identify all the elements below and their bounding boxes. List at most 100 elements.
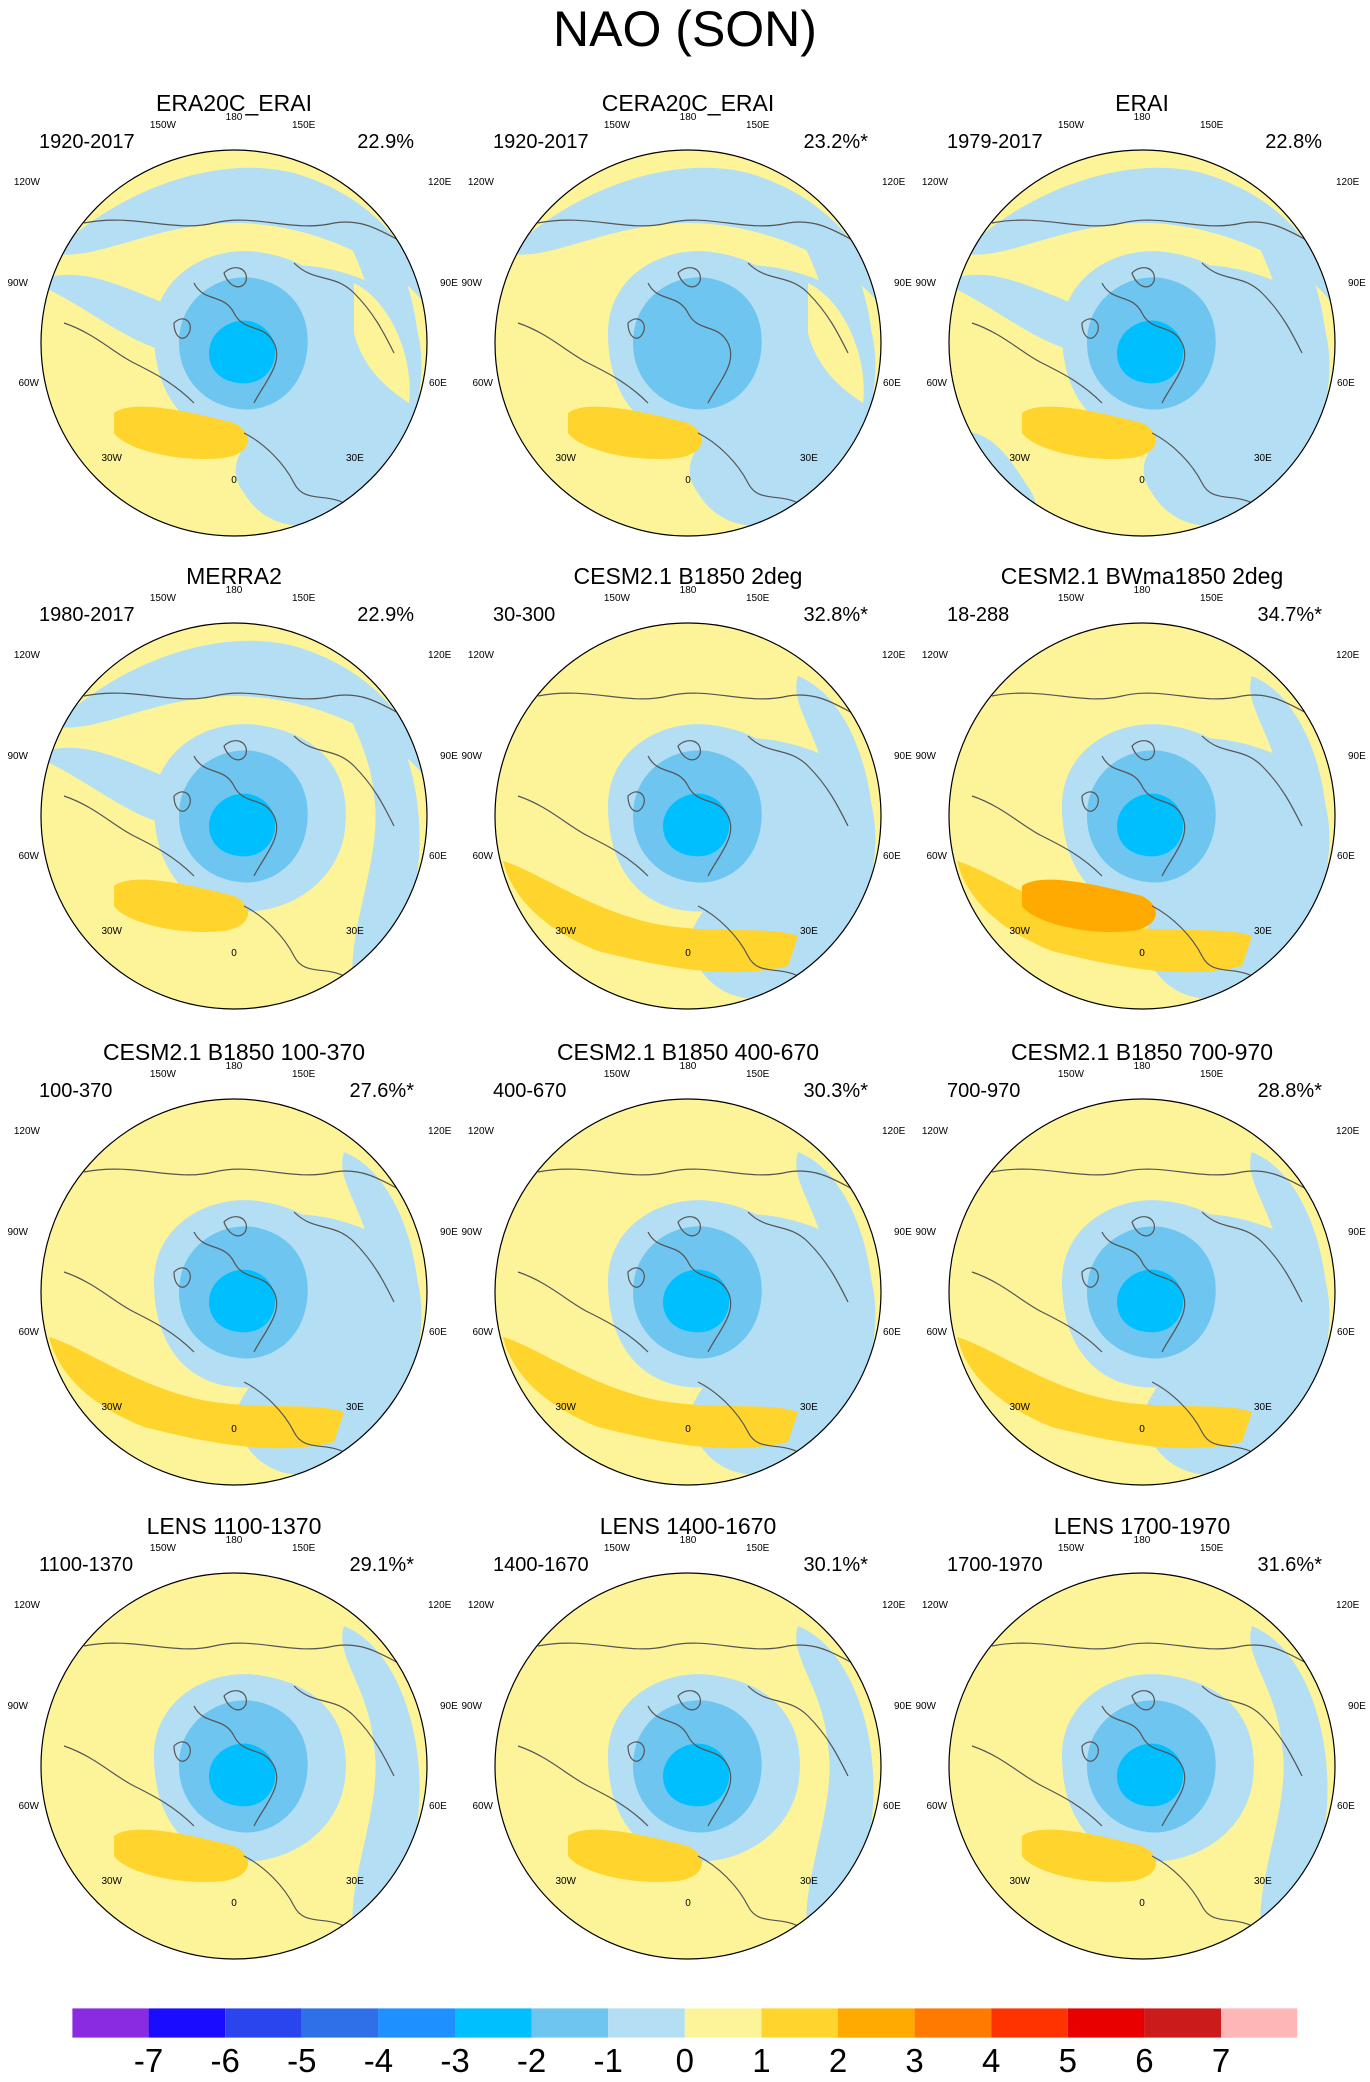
- longitude-label: 120W: [14, 1126, 41, 1137]
- colorbar-swatch: [225, 2008, 302, 2038]
- coastline: [1201, 262, 1303, 354]
- longitude-label: 60E: [883, 1801, 901, 1812]
- anomaly-region: [949, 274, 1082, 353]
- coastline: [173, 791, 191, 812]
- longitude-label: 30E: [1254, 926, 1272, 937]
- longitude-label: 180: [680, 1061, 697, 1072]
- anomaly-region: [209, 320, 276, 384]
- longitude-label: 120W: [14, 1600, 41, 1611]
- map-border: [40, 622, 428, 1010]
- coastline: [677, 740, 701, 761]
- colorbar-swatch: [531, 2008, 609, 2038]
- anomaly-region: [508, 167, 878, 303]
- longitude-label: 120W: [14, 177, 41, 188]
- coastline: [193, 282, 278, 404]
- longitude-label: 60W: [18, 1801, 39, 1812]
- coastline: [1101, 1705, 1186, 1827]
- panel-period: 30-300: [493, 604, 555, 626]
- panel-period: 1100-1370: [39, 1554, 133, 1576]
- panel-variance: 22.8%: [1265, 131, 1322, 153]
- coastline: [971, 1271, 1103, 1353]
- panel-title: CESM2.1 B1850 2deg: [574, 563, 803, 589]
- longitude-label: 30W: [555, 1402, 576, 1413]
- panel-period: 18-288: [947, 604, 1009, 626]
- colorbar-label: -5: [287, 2042, 316, 2079]
- coastline: [537, 1168, 859, 1193]
- map-disk: [949, 150, 1335, 536]
- longitude-label: 30E: [346, 926, 364, 937]
- anomaly-region: [1117, 320, 1184, 384]
- longitude-label: 90E: [894, 1701, 912, 1712]
- colorbar-label: -7: [134, 2042, 163, 2079]
- coastline: [517, 322, 649, 404]
- colorbar-swatch: [148, 2008, 226, 2038]
- anomaly-region: [209, 1743, 276, 1807]
- anomaly-region: [957, 1337, 1252, 1449]
- longitude-label: 30E: [346, 1402, 364, 1413]
- anomaly-region: [1022, 879, 1156, 932]
- map-panel: CERA20C_ERAI 1920-2017 23.2%* 180 150W 150E 12…: [461, 90, 912, 537]
- longitude-label: 180: [1134, 585, 1151, 596]
- anomaly-region: [209, 793, 276, 857]
- map-panel: LENS 1700-1970 1700-1970 31.6%* 180 150W 150E…: [915, 1513, 1366, 1960]
- coastline: [627, 791, 645, 812]
- panel-period: 1920-2017: [493, 131, 589, 153]
- colorbar-swatch: [608, 2008, 685, 2038]
- longitude-label: 150W: [150, 593, 177, 604]
- coastline: [1101, 282, 1186, 404]
- longitude-label: 90E: [894, 278, 912, 289]
- map-disk: [495, 150, 881, 536]
- map-disk: [949, 623, 1335, 1009]
- coastline: [83, 1642, 405, 1667]
- panel-period: 1980-2017: [39, 604, 135, 626]
- longitude-label: 60E: [883, 378, 901, 389]
- coastline: [63, 1271, 195, 1353]
- map-panel: CESM2.1 B1850 700-970 700-970 28.8%* 180 150…: [915, 1039, 1366, 1486]
- longitude-label: 0: [1139, 1898, 1145, 1909]
- longitude-label: 30E: [346, 1876, 364, 1887]
- coastline: [517, 1745, 649, 1827]
- longitude-label: 60W: [926, 1327, 947, 1338]
- longitude-label: 120W: [468, 1600, 495, 1611]
- longitude-label: 150W: [1058, 1543, 1085, 1554]
- longitude-label: 180: [226, 1535, 243, 1546]
- map-disk: [495, 623, 881, 1009]
- map-border: [494, 149, 882, 537]
- longitude-label: 90W: [7, 1701, 28, 1712]
- anomaly-region: [1117, 1743, 1184, 1807]
- coastline: [697, 1381, 799, 1453]
- longitude-label: 0: [1139, 948, 1145, 959]
- longitude-label: 90E: [1348, 751, 1366, 762]
- coastline: [627, 1741, 645, 1762]
- longitude-label: 60W: [472, 851, 493, 862]
- colorbar-swatch: [301, 2008, 379, 2038]
- coastline: [223, 1216, 247, 1237]
- map-disk: [949, 1099, 1335, 1485]
- map-border: [494, 1098, 882, 1486]
- longitude-label: 180: [226, 585, 243, 596]
- longitude-label: 30E: [346, 453, 364, 464]
- longitude-label: 60E: [429, 1801, 447, 1812]
- longitude-label: 150E: [292, 120, 316, 131]
- anomaly-region: [354, 283, 410, 403]
- colorbar-swatch: [455, 2008, 532, 2038]
- longitude-label: 90E: [1348, 1227, 1366, 1238]
- anomaly-region: [114, 879, 248, 932]
- colorbar-swatch: [991, 2008, 1068, 2038]
- panel-title: CESM2.1 B1850 100-370: [103, 1039, 365, 1065]
- longitude-label: 150E: [746, 593, 770, 604]
- longitude-label: 150E: [292, 1543, 316, 1554]
- longitude-label: 60E: [1337, 1327, 1355, 1338]
- anomaly-region: [503, 861, 798, 973]
- longitude-label: 30E: [1254, 453, 1272, 464]
- anomaly-region: [342, 676, 420, 986]
- coastline: [627, 1267, 645, 1288]
- longitude-label: 60E: [883, 851, 901, 862]
- longitude-label: 180: [226, 1061, 243, 1072]
- colorbar-label: -6: [211, 2042, 240, 2079]
- colorbar-swatch: [838, 2008, 915, 2038]
- longitude-label: 0: [1139, 1424, 1145, 1435]
- longitude-label: 90W: [915, 1227, 936, 1238]
- coastline: [223, 740, 247, 761]
